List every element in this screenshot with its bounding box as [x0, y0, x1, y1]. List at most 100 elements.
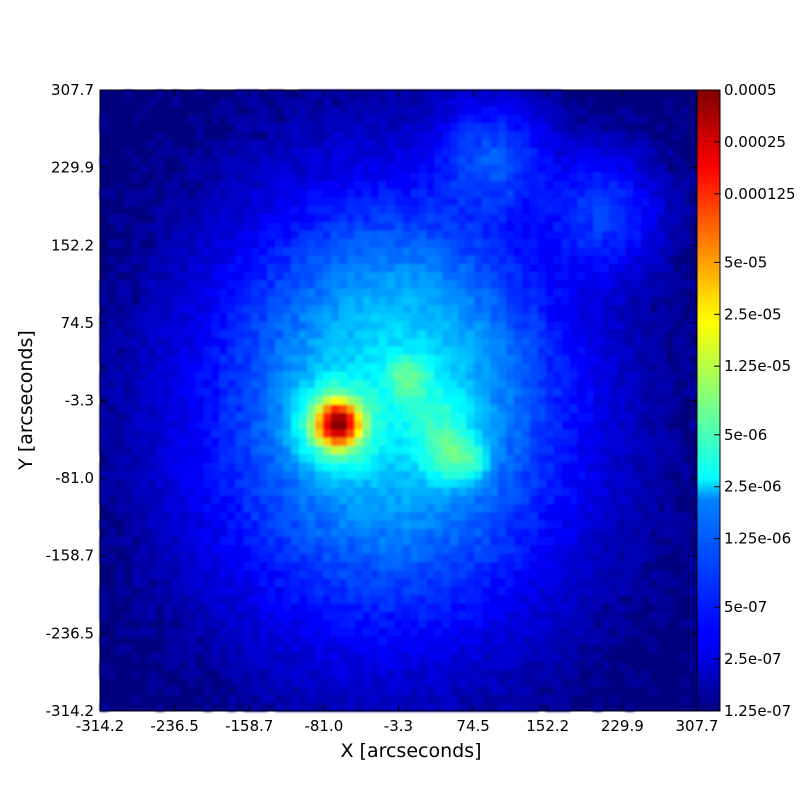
- heatmap-cell: [163, 222, 173, 232]
- heatmap-cell: [665, 595, 674, 604]
- heatmap-cell: [561, 454, 571, 464]
- heatmap-cell: [115, 396, 125, 406]
- heatmap-cell: [681, 653, 690, 662]
- heatmap-cell: [171, 371, 181, 381]
- heatmap-cell: [306, 255, 316, 265]
- heatmap-cell: [466, 156, 475, 166]
- heatmap-cell: [482, 147, 491, 157]
- heatmap-cell: [585, 189, 595, 199]
- heatmap-cell: [299, 446, 308, 455]
- heatmap-cell: [314, 156, 324, 166]
- heatmap-cell: [649, 297, 658, 306]
- heatmap-cell: [330, 504, 340, 513]
- heatmap-cell: [139, 338, 149, 348]
- heatmap-cell: [283, 230, 292, 240]
- heatmap-cell: [259, 189, 268, 199]
- heatmap-cell: [187, 363, 197, 373]
- heatmap-cell: [346, 371, 356, 381]
- heatmap-cell: [386, 388, 396, 397]
- heatmap-cell: [187, 512, 197, 522]
- heatmap-cell: [378, 371, 388, 381]
- heatmap-cell: [243, 653, 252, 662]
- heatmap-cell: [482, 553, 491, 563]
- heatmap-cell: [625, 628, 634, 638]
- heatmap-cell: [306, 702, 316, 712]
- heatmap-cell: [402, 504, 412, 513]
- heatmap-cell: [601, 586, 611, 596]
- heatmap-cell: [545, 520, 555, 530]
- heatmap-cell: [378, 280, 388, 290]
- heatmap-cell: [299, 156, 308, 166]
- heatmap-cell: [673, 313, 682, 323]
- heatmap-cell: [617, 156, 626, 166]
- heatmap-cell: [370, 404, 380, 414]
- heatmap-cell: [529, 421, 539, 431]
- heatmap-cell: [418, 354, 427, 364]
- heatmap-cell: [418, 561, 427, 571]
- heatmap-cell: [362, 123, 372, 132]
- heatmap-cell: [633, 164, 642, 174]
- heatmap-cell: [362, 570, 372, 580]
- heatmap-cell: [171, 379, 181, 389]
- heatmap-cell: [299, 603, 308, 613]
- heatmap-cell: [434, 98, 443, 108]
- heatmap-cell: [434, 479, 443, 489]
- heatmap-cell: [513, 288, 523, 298]
- heatmap-cell: [251, 644, 260, 654]
- heatmap-cell: [490, 570, 499, 580]
- heatmap-cell: [291, 181, 300, 190]
- heatmap-cell: [545, 446, 555, 455]
- heatmap-cell: [378, 354, 388, 364]
- heatmap-cell: [553, 545, 563, 555]
- heatmap-cell: [283, 653, 292, 662]
- heatmap-cell: [537, 570, 547, 580]
- heatmap-cell: [434, 363, 443, 373]
- heatmap-cell: [498, 578, 507, 588]
- heatmap-cell: [115, 239, 125, 248]
- heatmap-cell: [434, 677, 443, 687]
- heatmap-cell: [386, 90, 396, 99]
- heatmap-cell: [346, 561, 356, 571]
- heatmap-cell: [418, 570, 427, 580]
- heatmap-cell: [450, 661, 459, 671]
- heatmap-cell: [442, 346, 451, 356]
- heatmap-cell: [553, 512, 563, 522]
- heatmap-cell: [410, 363, 419, 373]
- heatmap-cell: [545, 222, 555, 232]
- heatmap-cell: [155, 479, 165, 489]
- heatmap-cell: [466, 686, 475, 696]
- heatmap-cell: [641, 388, 650, 397]
- heatmap-cell: [267, 653, 276, 662]
- heatmap-cell: [131, 305, 141, 315]
- heatmap-cell: [434, 297, 443, 306]
- heatmap-cell: [490, 412, 499, 422]
- heatmap-cell: [354, 338, 364, 348]
- heatmap-cell: [235, 139, 244, 149]
- heatmap-cell: [529, 545, 539, 555]
- heatmap-cell: [537, 462, 547, 472]
- heatmap-cell: [418, 255, 427, 265]
- heatmap-cell: [314, 421, 324, 431]
- heatmap-cell: [521, 354, 531, 364]
- heatmap-cell: [490, 214, 499, 224]
- heatmap-cell: [505, 280, 515, 290]
- heatmap-cell: [259, 321, 268, 331]
- heatmap-cell: [346, 305, 356, 315]
- heatmap-cell: [163, 330, 173, 339]
- heatmap-cell: [346, 537, 356, 546]
- heatmap-cell: [354, 611, 364, 621]
- heatmap-cell: [267, 495, 276, 505]
- heatmap-cell: [490, 98, 499, 108]
- heatmap-cell: [354, 570, 364, 580]
- heatmap-cell: [609, 288, 618, 298]
- heatmap-cell: [466, 520, 475, 530]
- heatmap-cell: [251, 189, 260, 199]
- heatmap-cell: [593, 263, 603, 273]
- heatmap-cell: [354, 114, 364, 124]
- heatmap-cell: [569, 247, 579, 257]
- heatmap-cell: [386, 636, 396, 646]
- heatmap-cell: [338, 404, 348, 414]
- heatmap-cell: [482, 537, 491, 546]
- heatmap-cell: [585, 611, 595, 621]
- heatmap-cell: [330, 263, 340, 273]
